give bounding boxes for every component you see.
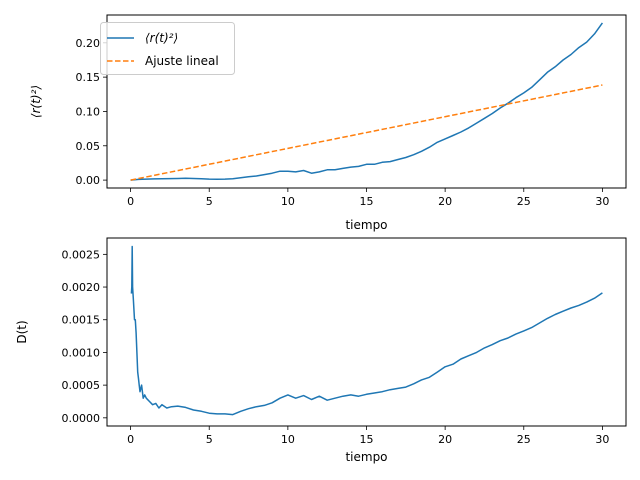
msd-x-axis-label: tiempo	[345, 218, 387, 232]
legend-label-msd: ⟨r(t)²⟩	[145, 31, 178, 45]
diffusion-panel: 0 5 10 15 20 25 30 0.00000.00050.00100.00150.0…	[15, 237, 627, 464]
diffusion-series-line-0	[130, 245, 603, 416]
diffusion-x-tick-label: 25	[517, 433, 531, 446]
msd-legend: ⟨r(t)²⟩ Ajuste lineal	[100, 22, 235, 75]
msd-x-tick-label: 15	[360, 195, 374, 208]
msd-y-axis-label: ⟨r(t)²⟩	[29, 85, 43, 118]
diffusion-y-tick-label: 0.0000	[62, 412, 101, 425]
diffusion-x-tick-label: 15	[360, 433, 374, 446]
diffusion-x-tick-label: 30	[595, 433, 609, 446]
diffusion-y-tick-label: 0.0020	[62, 281, 101, 294]
diffusion-y-tick-label: 0.0015	[62, 314, 101, 327]
msd-x-tick-label: 20	[438, 195, 452, 208]
diffusion-plot-lines	[130, 245, 603, 416]
diffusion-y-axis-label: D(t)	[15, 320, 29, 343]
msd-series-line-0	[130, 22, 604, 181]
msd-panel: 0 5 10 15 20 25 30 0.00 0.05 0.10 0.15 0.20 tiempo…	[29, 14, 627, 232]
diffusion-x-tick-label: 20	[438, 433, 452, 446]
msd-x-ticks: 0 5 10 15 20 25 30	[127, 188, 609, 208]
msd-x-tick-label: 0	[127, 195, 134, 208]
msd-x-tick-label: 10	[281, 195, 295, 208]
msd-x-tick-label: 25	[517, 195, 531, 208]
legend-label-fit: Ajuste lineal	[145, 54, 219, 68]
msd-y-ticks: 0.00 0.05 0.10 0.15 0.20	[76, 37, 107, 187]
diffusion-x-tick-label: 0	[127, 433, 134, 446]
msd-y-tick-label: 0.05	[76, 140, 101, 153]
msd-y-tick-label: 0.20	[76, 37, 101, 50]
diffusion-x-axis-label: tiempo	[345, 450, 387, 464]
diffusion-y-tick-label: 0.0005	[62, 379, 101, 392]
msd-x-tick-label: 30	[595, 195, 609, 208]
diffusion-y-ticks: 0.0000 0.0005 0.0010 0.0015 0.0020 0.0025	[62, 248, 107, 425]
diffusion-x-ticks: 0 5 10 15 20 25 30	[127, 426, 609, 446]
diffusion-y-tick-label: 0.0010	[62, 346, 101, 359]
msd-series-line-1	[130, 84, 603, 181]
diffusion-y-tick-label: 0.0025	[62, 248, 101, 261]
msd-y-tick-label: 0.00	[76, 174, 101, 187]
msd-plot-lines	[130, 22, 604, 181]
msd-y-tick-label: 0.15	[76, 71, 101, 84]
msd-y-tick-label: 0.10	[76, 105, 101, 118]
diffusion-x-tick-label: 10	[281, 433, 295, 446]
diffusion-x-tick-label: 5	[206, 433, 213, 446]
msd-x-tick-label: 5	[206, 195, 213, 208]
